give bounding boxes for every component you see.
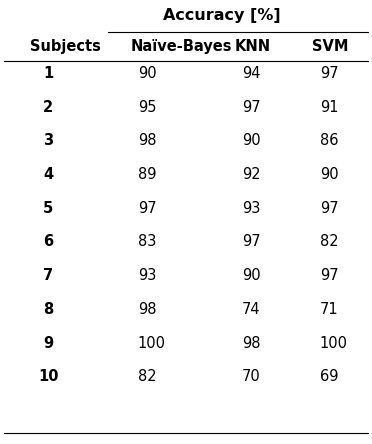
Text: 86: 86 <box>320 133 339 148</box>
Text: 10: 10 <box>38 369 59 385</box>
Text: 95: 95 <box>138 99 156 115</box>
Text: 2: 2 <box>43 99 54 115</box>
Text: 82: 82 <box>320 234 339 250</box>
Text: 1: 1 <box>43 66 54 81</box>
Text: 97: 97 <box>320 201 339 216</box>
Text: 74: 74 <box>242 302 260 317</box>
Text: 93: 93 <box>138 268 156 283</box>
Text: 83: 83 <box>138 234 156 250</box>
Text: 90: 90 <box>242 133 260 148</box>
Text: 94: 94 <box>242 66 260 81</box>
Text: 70: 70 <box>242 369 260 385</box>
Text: 91: 91 <box>320 99 339 115</box>
Text: 89: 89 <box>138 167 156 182</box>
Text: 6: 6 <box>43 234 54 250</box>
Text: 3: 3 <box>43 133 54 148</box>
Text: 8: 8 <box>43 302 54 317</box>
Text: 93: 93 <box>242 201 260 216</box>
Text: 100: 100 <box>320 336 348 351</box>
Text: 71: 71 <box>320 302 339 317</box>
Text: Accuracy [%]: Accuracy [%] <box>163 8 280 23</box>
Text: KNN: KNN <box>234 39 270 54</box>
Text: 69: 69 <box>320 369 339 385</box>
Text: Naïve-Bayes: Naïve-Bayes <box>130 39 232 54</box>
Text: SVM: SVM <box>312 39 349 54</box>
Text: 90: 90 <box>138 66 156 81</box>
Text: 98: 98 <box>242 336 260 351</box>
Text: 98: 98 <box>138 302 156 317</box>
Text: 4: 4 <box>43 167 54 182</box>
Text: 97: 97 <box>320 66 339 81</box>
Text: Subjects: Subjects <box>30 39 101 54</box>
Text: 97: 97 <box>320 268 339 283</box>
Text: 92: 92 <box>242 167 260 182</box>
Text: 90: 90 <box>320 167 339 182</box>
Text: 98: 98 <box>138 133 156 148</box>
Text: 90: 90 <box>242 268 260 283</box>
Text: 97: 97 <box>242 99 260 115</box>
Text: 5: 5 <box>43 201 54 216</box>
Text: 82: 82 <box>138 369 156 385</box>
Text: 97: 97 <box>138 201 156 216</box>
Text: 100: 100 <box>138 336 166 351</box>
Text: 9: 9 <box>43 336 54 351</box>
Text: 7: 7 <box>43 268 54 283</box>
Text: 97: 97 <box>242 234 260 250</box>
